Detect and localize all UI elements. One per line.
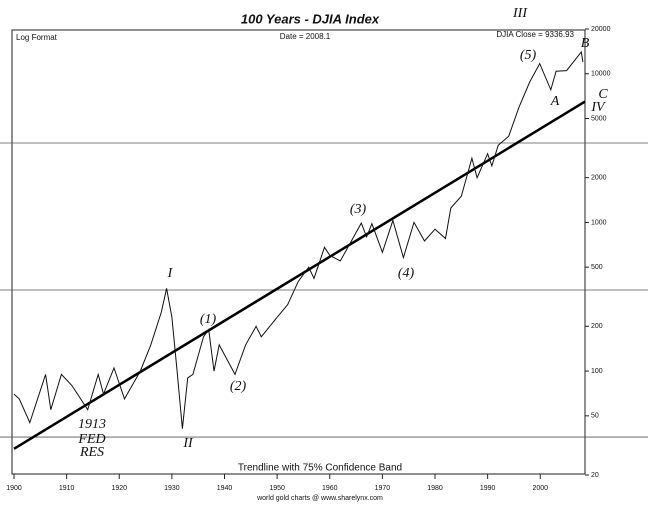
annotation: C — [598, 87, 608, 102]
annotation: A — [550, 94, 560, 109]
annotation: (4) — [398, 266, 415, 281]
y-tick-label: 20 — [591, 472, 599, 479]
x-tick-label: 1960 — [322, 485, 338, 492]
x-tick-label: 1900 — [6, 485, 22, 492]
annotation: I — [167, 266, 174, 281]
x-tick-label: 1910 — [59, 485, 75, 492]
plot-frame — [11, 29, 586, 475]
annotation: RES — [79, 445, 104, 460]
annotation: (3) — [350, 202, 367, 217]
annotation: FED — [77, 432, 105, 447]
y-tick-label: 100 — [591, 368, 603, 375]
annotation: 1913 — [78, 417, 106, 432]
y-tick-label: 1000 — [591, 219, 607, 226]
annotation: (2) — [230, 379, 247, 394]
x-tick-label: 2000 — [532, 485, 548, 492]
x-tick-label: 1920 — [111, 485, 127, 492]
y-tick-label: 10000 — [591, 71, 611, 78]
y-tick-label: 200 — [591, 323, 603, 330]
annotation: (1) — [200, 312, 217, 327]
subtitle: Date = 2008.1 — [280, 32, 331, 41]
subtitle: DJIA Close = 9336.93 — [496, 30, 574, 39]
annotation: IV — [590, 100, 606, 115]
series-line — [13, 50, 584, 429]
x-tick-label: 1940 — [217, 485, 233, 492]
annotation: (5) — [520, 48, 537, 63]
x-tick-label: 1930 — [164, 485, 180, 492]
x-tick-label: 1980 — [427, 485, 443, 492]
chart-title: 100 Years - DJIA Index — [241, 11, 380, 26]
x-tick-label: 1970 — [375, 485, 391, 492]
y-tick-label: 500 — [591, 264, 603, 271]
subtitle: Log Format — [16, 33, 58, 42]
annotation: B — [581, 36, 590, 51]
y-tick-label: 2000 — [591, 175, 607, 182]
y-tick-label: 50 — [591, 413, 599, 420]
x-tick-label: 1950 — [269, 485, 285, 492]
annotation: II — [182, 436, 194, 451]
credit: world gold charts @ www.sharelynx.com — [256, 495, 383, 502]
y-tick-label: 5000 — [591, 115, 607, 122]
annotation: III — [512, 6, 528, 21]
x-tick-label: 1990 — [480, 485, 496, 492]
caption: Trendline with 75% Confidence Band — [238, 463, 402, 474]
y-tick-label: 20000 — [591, 26, 611, 33]
